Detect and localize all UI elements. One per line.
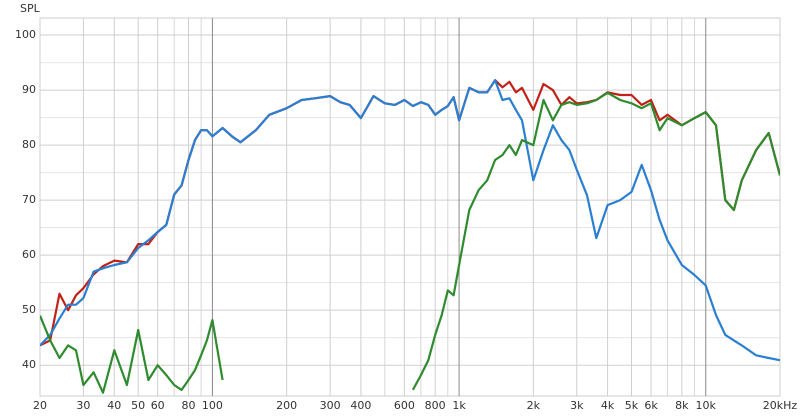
x-tick-label: 4k <box>601 399 615 412</box>
x-tick-label: 30 <box>76 399 90 412</box>
series-line <box>40 79 780 362</box>
x-tick-label: 800 <box>425 399 446 412</box>
x-tick-label: 1k <box>452 399 466 412</box>
x-tick-label: 2k <box>527 399 541 412</box>
x-tick-label: 8k <box>675 399 689 412</box>
x-tick-label: 3k <box>570 399 584 412</box>
plot-area <box>40 79 780 394</box>
grid: 40 50 60 70 80 90 100 20 30 40 50 60 80 100 200 300 400 6… <box>15 17 798 412</box>
x-tick-label: 300 <box>320 399 341 412</box>
x-tick-label: 5k <box>625 399 639 412</box>
x-tick-label: 400 <box>350 399 371 412</box>
y-tick-label: 80 <box>22 138 36 151</box>
x-tick-label: 60 <box>151 399 165 412</box>
y-axis-label: SPL <box>20 2 41 15</box>
x-tick-label: 80 <box>182 399 196 412</box>
x-tick-label: 20 <box>33 399 47 412</box>
series-line <box>40 91 780 394</box>
x-tick-label: 20kHz <box>763 399 798 412</box>
y-tick-label: 100 <box>15 28 36 41</box>
y-tick-label: 40 <box>22 358 36 371</box>
x-tick-label: 600 <box>394 399 415 412</box>
x-tick-label: 40 <box>107 399 121 412</box>
plot-background <box>39 17 781 397</box>
x-tick-label: 6k <box>644 399 658 412</box>
y-tick-label: 70 <box>22 193 36 206</box>
y-tick-label: 50 <box>22 303 36 316</box>
x-tick-label: 200 <box>276 399 297 412</box>
y-tick-label: 90 <box>22 83 36 96</box>
x-tick-label: 100 <box>202 399 223 412</box>
x-tick-label: 10k <box>696 399 717 412</box>
y-tick-label: 60 <box>22 248 36 261</box>
x-tick-label: 50 <box>131 399 145 412</box>
